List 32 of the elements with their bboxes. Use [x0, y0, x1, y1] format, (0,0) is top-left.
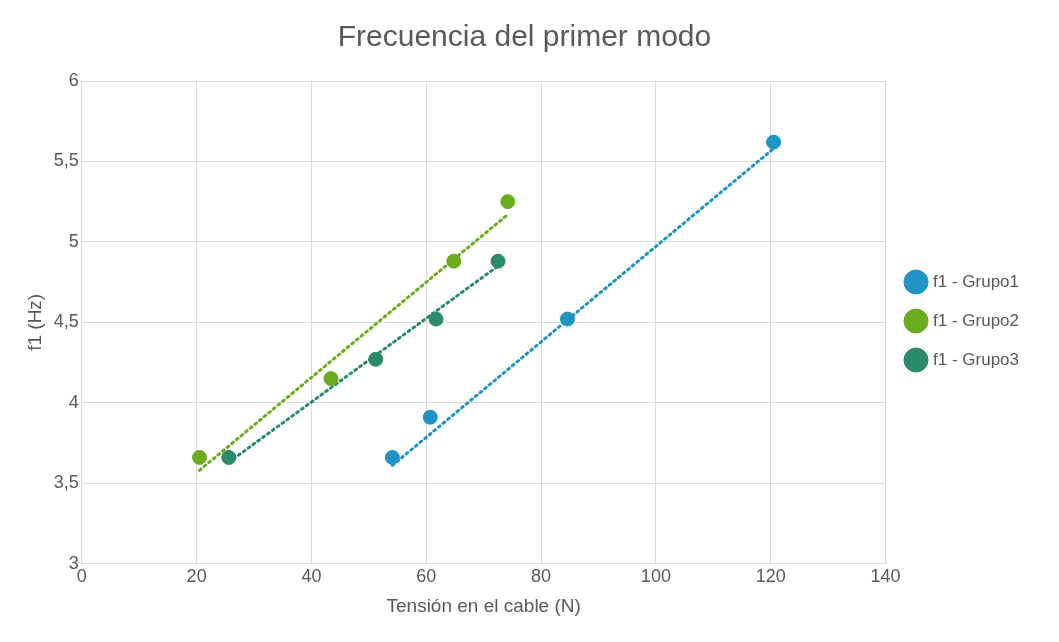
- point: [490, 253, 506, 269]
- point: [766, 134, 782, 150]
- x-tick-label: 100: [640, 566, 671, 587]
- y-tick-label: 3: [68, 552, 79, 573]
- chart-title: Frecuencia del primer modo: [337, 19, 712, 53]
- legend-label: f1 - Grupo3: [933, 349, 1020, 369]
- point: [192, 449, 208, 465]
- x-tick-label: 80: [531, 566, 552, 587]
- x-tick-label: 40: [301, 566, 322, 587]
- y-axis-title: f1 (Hz): [23, 293, 45, 351]
- point: [559, 311, 575, 327]
- point: [368, 351, 384, 367]
- y-tick-label: 5: [68, 230, 79, 251]
- y-tick-label: 5,5: [53, 150, 79, 171]
- legend-label: f1 - Grupo2: [933, 310, 1020, 330]
- point: [221, 449, 237, 465]
- y-tick-label: 4: [68, 391, 79, 412]
- x-axis-title: Tensión en el cable (N): [386, 594, 581, 616]
- x-tick-label: 140: [870, 566, 901, 587]
- point: [422, 409, 438, 425]
- y-tick-label: 3,5: [53, 472, 79, 493]
- x-tick-label: 20: [186, 566, 207, 587]
- y-tick-label: 4,5: [53, 311, 79, 332]
- x-tick-label: 60: [416, 566, 437, 587]
- legend-label: f1 - Grupo1: [933, 271, 1020, 291]
- point: [500, 194, 516, 210]
- point: [428, 311, 444, 327]
- point: [323, 371, 339, 387]
- point: [384, 449, 400, 465]
- point: [446, 253, 462, 269]
- y-tick-label: 6: [68, 69, 79, 90]
- x-tick-label: 120: [755, 566, 786, 587]
